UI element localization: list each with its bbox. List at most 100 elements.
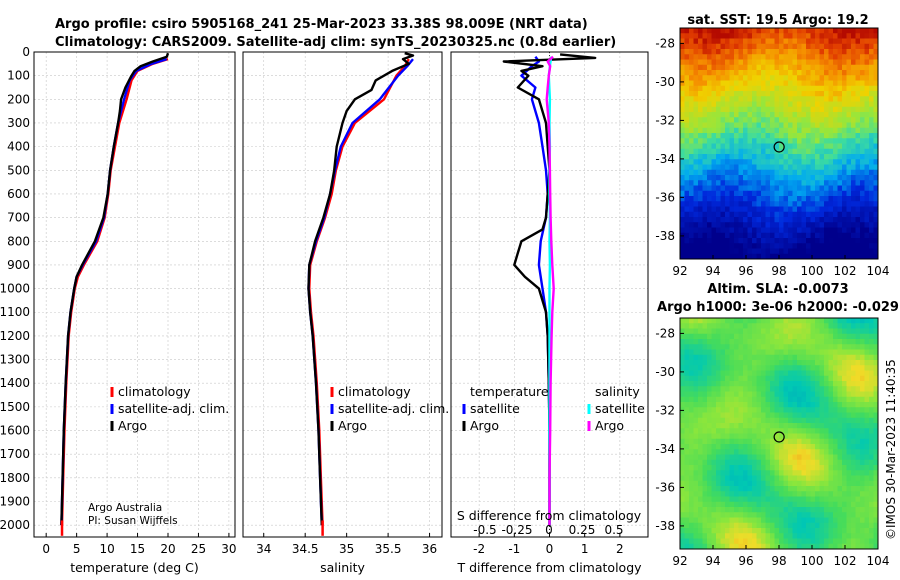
map-cell [873, 402, 879, 408]
map-cell [869, 454, 874, 461]
map-cell [734, 75, 739, 81]
map-cell [693, 417, 699, 424]
map-cell [707, 148, 712, 155]
map-cell [689, 201, 694, 207]
map-cell [774, 391, 780, 398]
map-cell [761, 512, 766, 518]
map-cell [752, 127, 757, 134]
map-cell [806, 75, 811, 81]
map-cell [680, 243, 685, 249]
map-cell [851, 75, 856, 81]
map-cell [752, 412, 757, 419]
map-cell [729, 80, 735, 87]
map-cell [720, 180, 726, 186]
map-cell [770, 143, 775, 150]
map-cell [797, 517, 802, 524]
map-cell [716, 365, 721, 371]
map-cell [743, 433, 748, 440]
map-cell [725, 370, 730, 377]
map-cell [860, 486, 865, 492]
map-cell [774, 175, 780, 181]
y-tick-label: 500 [7, 163, 30, 177]
map-cell [869, 344, 874, 350]
map-cell [860, 438, 865, 445]
map-cell [815, 106, 820, 113]
map-cell [851, 386, 856, 392]
map-cell [738, 480, 744, 487]
map-cell [698, 138, 703, 144]
map-cell [824, 496, 829, 503]
map-cell [801, 318, 807, 324]
map-cell [720, 80, 726, 87]
map-y-tick-label: -32 [655, 113, 675, 127]
map-cell [855, 159, 861, 165]
map-cell [846, 143, 852, 150]
map-cell [837, 96, 843, 102]
map-cell [689, 117, 694, 123]
map-cell [855, 349, 861, 356]
map-cell [761, 402, 766, 408]
map-cell [702, 127, 708, 134]
map-cell [819, 433, 825, 440]
map-cell [846, 112, 852, 118]
map-cell [860, 496, 865, 503]
map-cell [765, 339, 771, 345]
map-cell [680, 349, 685, 356]
sla-map-cells [680, 318, 879, 550]
map-cell [833, 169, 838, 176]
map-cell [869, 59, 874, 66]
map-cell [860, 344, 865, 350]
map-cell [720, 470, 726, 476]
map-cell [869, 417, 874, 424]
map-cell [860, 75, 865, 81]
map-cell [819, 328, 825, 335]
map-cell [779, 201, 784, 207]
map-cell [770, 454, 775, 461]
map-cell [743, 496, 748, 503]
map-cell [693, 159, 699, 165]
map-cell [680, 433, 685, 440]
map-cell [864, 354, 870, 361]
map-cell [720, 465, 726, 471]
map-cell [693, 375, 699, 382]
map-cell [824, 164, 829, 171]
map-cell [765, 528, 771, 534]
map-cell [716, 491, 721, 497]
map-cell [680, 91, 685, 97]
map-cell [851, 217, 856, 223]
map-cell [792, 222, 798, 228]
map-cell [747, 222, 753, 228]
map-cell [864, 344, 870, 350]
map-cell [833, 465, 838, 471]
map-cell [680, 412, 685, 419]
map-cell [743, 80, 748, 87]
map-cell [756, 190, 762, 197]
map-cell [707, 522, 712, 529]
map-cell [707, 507, 712, 513]
map-cell [716, 381, 721, 387]
map-cell [846, 396, 852, 403]
map-cell [720, 127, 726, 134]
map-cell [815, 449, 820, 455]
map-y-tick-label: -30 [655, 365, 675, 379]
map-cell [734, 217, 739, 223]
map-cell [869, 328, 874, 335]
map-cell [864, 159, 870, 165]
map-cell [734, 28, 739, 34]
map-cell [873, 470, 879, 476]
map-cell [711, 323, 717, 329]
map-cell [711, 449, 717, 455]
map-cell [770, 96, 775, 102]
map-cell [702, 101, 708, 108]
map-cell [783, 196, 789, 202]
map-cell [855, 475, 861, 482]
map-cell [851, 433, 856, 440]
map-cell [783, 54, 789, 60]
axes-frame [33, 51, 236, 538]
map-cell [729, 517, 735, 524]
map-cell [756, 365, 762, 371]
map-cell [779, 54, 784, 60]
map-cell [738, 375, 744, 382]
map-cell [747, 175, 753, 181]
map-cell [702, 328, 708, 335]
